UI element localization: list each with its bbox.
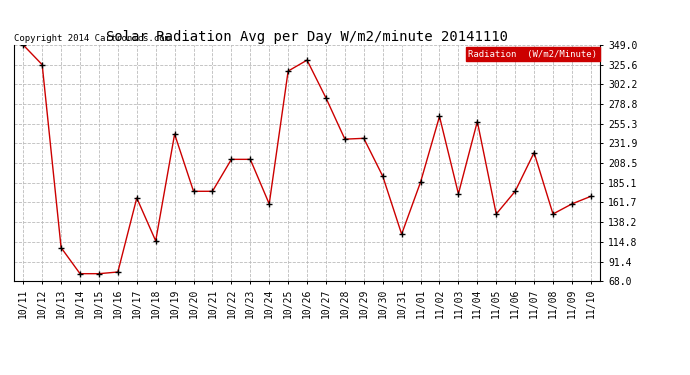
Text: Copyright 2014 Cartronics.com: Copyright 2014 Cartronics.com (14, 34, 170, 43)
Text: Radiation  (W/m2/Minute): Radiation (W/m2/Minute) (469, 50, 598, 59)
Title: Solar Radiation Avg per Day W/m2/minute 20141110: Solar Radiation Avg per Day W/m2/minute … (106, 30, 508, 44)
